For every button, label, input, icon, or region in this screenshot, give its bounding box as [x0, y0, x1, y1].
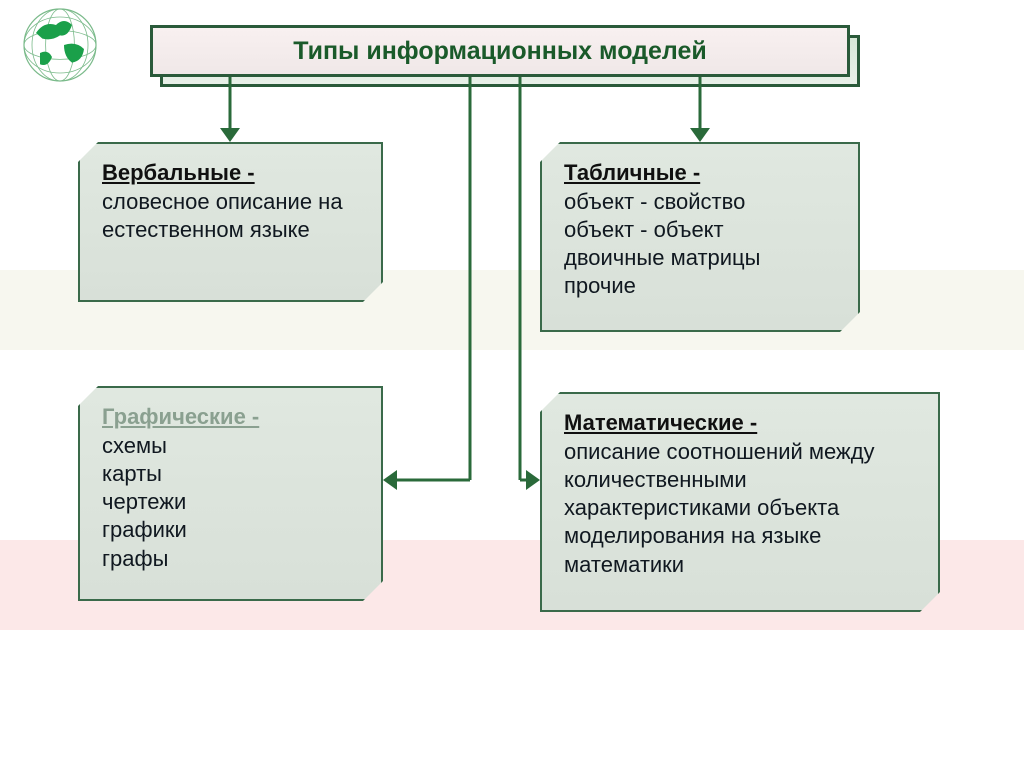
type-box-body: схемы карты чертежи графики графы	[102, 432, 365, 573]
type-box-title: Графические -	[102, 404, 365, 430]
connectors	[0, 0, 1024, 767]
globe-icon	[20, 5, 100, 85]
type-box-title: Математические -	[564, 410, 922, 436]
type-box-graphic: Графические -схемы карты чертежи графики…	[78, 386, 383, 601]
type-box-body: словесное описание на естественном языке	[102, 188, 365, 244]
type-box-title: Табличные -	[564, 160, 842, 186]
type-box-body: объект - свойство объект - объект двоичн…	[564, 188, 842, 301]
type-box-math: Математические -описание соотношений меж…	[540, 392, 940, 612]
type-box-body: описание соотношений между количественны…	[564, 438, 922, 579]
type-box-title: Вербальные -	[102, 160, 365, 186]
type-box-tabular: Табличные -объект - свойство объект - об…	[540, 142, 860, 332]
diagram-title: Типы информационных моделей	[293, 37, 707, 66]
type-box-verbal: Вербальные -словесное описание на естест…	[78, 142, 383, 302]
title-box: Типы информационных моделей	[150, 25, 850, 77]
